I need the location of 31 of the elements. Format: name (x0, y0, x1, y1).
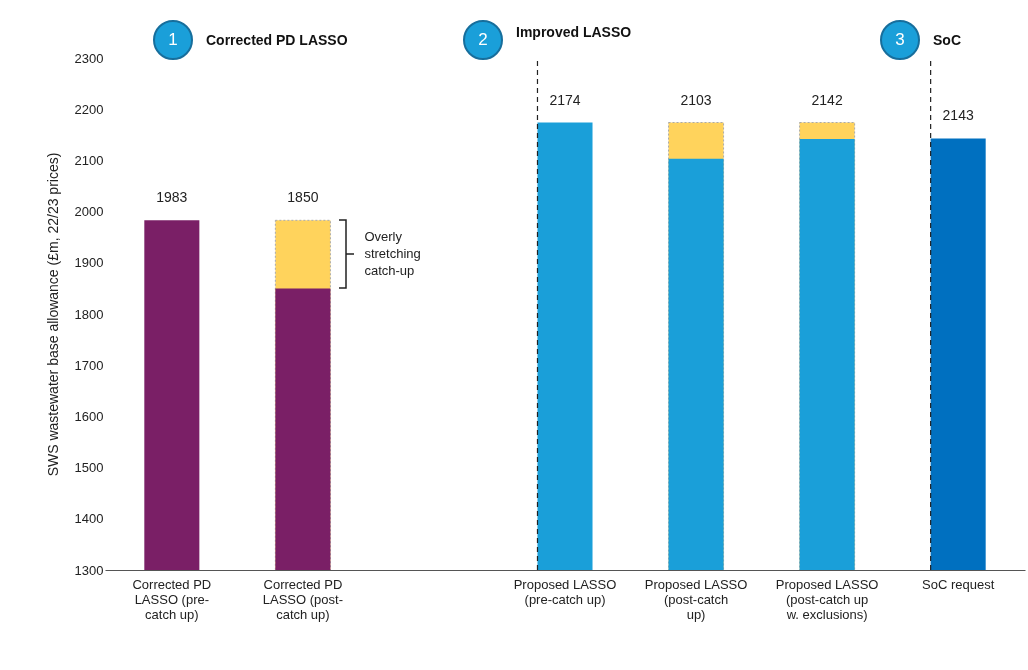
y-tick-label: 1500 (74, 460, 104, 476)
data-label: 2174 (549, 91, 581, 108)
annotation: 1850 (287, 189, 319, 206)
y-tick-label: 1400 (74, 511, 104, 527)
y-tick-label: 1900 (74, 255, 104, 271)
y-tick-label: 2200 (74, 101, 104, 117)
text: 1 (153, 20, 193, 60)
data-label: 1983 (156, 189, 188, 206)
x-tick-label: SoC request (922, 576, 995, 592)
x-tick-label: Proposed LASSO (pre-catch up) (513, 576, 617, 607)
x-tick-label: Proposed LASSO (post-catch up w. exclusions) (775, 576, 879, 622)
annotation: 2142 (811, 91, 843, 108)
y-tick-label: 1700 (74, 357, 104, 373)
y-tick-label: 2300 (74, 50, 104, 66)
text: SoC (933, 32, 961, 48)
text: 3 (880, 20, 920, 60)
annotation: Overly stretching catch-up (364, 228, 422, 280)
annotation: 2103 (680, 91, 712, 108)
y-tick-label: 1300 (74, 562, 104, 578)
y-tick-label: 2000 (74, 204, 104, 220)
x-tick-label: Corrected PD LASSO (post-catch up) (262, 576, 343, 622)
y-tick-label: 2100 (74, 152, 104, 168)
text: Improved LASSO (516, 24, 632, 40)
text: Corrected PD LASSO (206, 32, 348, 48)
x-tick-label: Corrected PD LASSO (pre-catch up) (132, 576, 212, 622)
y-axis-title: SWS wastewater base allowance (£m, 22/23 prices) (44, 152, 61, 477)
y-tick-label: 1600 (74, 408, 104, 424)
text: 2 (463, 20, 503, 60)
x-tick-label: Proposed LASSO (post-catch up) (644, 576, 748, 622)
y-tick-label: 1800 (74, 306, 104, 322)
data-label: 2143 (942, 107, 974, 124)
